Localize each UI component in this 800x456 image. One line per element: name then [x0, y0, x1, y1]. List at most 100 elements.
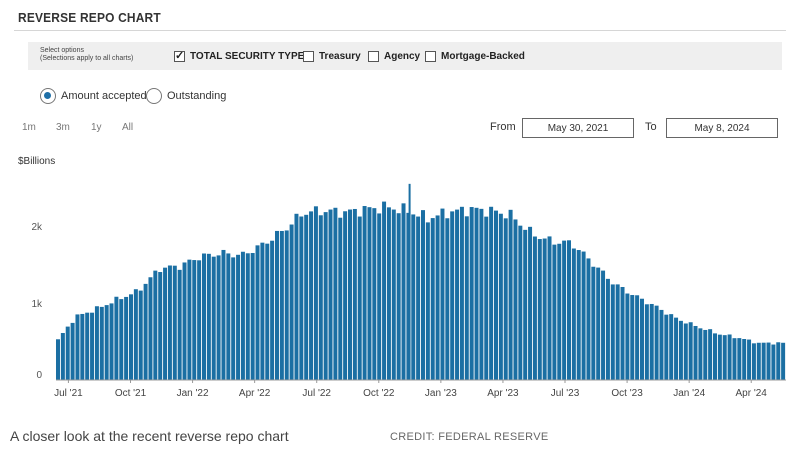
- bar: [644, 304, 649, 380]
- bar: [766, 342, 771, 380]
- bar: [756, 342, 761, 380]
- bar: [357, 216, 362, 380]
- bar: [221, 249, 226, 380]
- bar: [94, 306, 99, 380]
- checkbox-box[interactable]: [174, 49, 185, 62]
- bar: [211, 256, 216, 380]
- bar: [129, 294, 133, 380]
- bar: [771, 344, 776, 380]
- bar: [630, 295, 635, 380]
- from-label: From: [490, 121, 516, 133]
- checkbox-agency[interactable]: Agency: [368, 48, 420, 64]
- checkbox-treasury[interactable]: Treasury: [303, 48, 361, 64]
- bar: [674, 317, 679, 380]
- checkbox-box[interactable]: [425, 50, 436, 62]
- bar: [737, 338, 742, 380]
- checkbox-box[interactable]: [303, 50, 314, 62]
- bar: [717, 334, 722, 380]
- bar: [367, 207, 372, 380]
- bar: [109, 303, 114, 380]
- bar: [659, 309, 664, 380]
- bar: [678, 320, 683, 380]
- x-tick-label: Oct '23: [611, 388, 643, 399]
- bar: [513, 219, 518, 380]
- bar: [742, 339, 747, 380]
- bar: [683, 323, 688, 380]
- to-date-input[interactable]: May 8, 2024: [666, 118, 778, 138]
- bar: [318, 215, 323, 380]
- bar: [65, 326, 70, 380]
- bar: [416, 216, 421, 380]
- bar: [313, 206, 318, 380]
- bar: [732, 338, 737, 380]
- bar: [270, 240, 275, 380]
- bar: [56, 339, 60, 380]
- checkbox-mortgage-backed[interactable]: Mortgage-Backed: [425, 48, 525, 64]
- range-3m[interactable]: 3m: [56, 122, 70, 133]
- bar: [605, 278, 610, 380]
- bar: [557, 243, 562, 380]
- bar: [703, 329, 708, 380]
- bar: [552, 244, 557, 380]
- bar: [163, 267, 168, 380]
- chart-title: REVERSE REPO CHART: [18, 10, 161, 25]
- checkbox-box[interactable]: [368, 50, 379, 62]
- bar: [635, 295, 640, 380]
- y-axis-unit-label: $Billions: [18, 156, 56, 167]
- bar: [299, 216, 304, 380]
- bar: [182, 262, 187, 380]
- bar: [455, 209, 460, 380]
- radio-dot[interactable]: [40, 88, 56, 104]
- bar: [411, 214, 416, 380]
- bar: [386, 207, 391, 380]
- bar: [260, 242, 265, 380]
- x-tick-label: Jul '21: [54, 388, 83, 399]
- checkbox-total-security-types[interactable]: TOTAL SECURITY TYPES: [174, 48, 311, 64]
- range-1y[interactable]: 1y: [91, 122, 102, 133]
- bar: [542, 238, 547, 380]
- checkbox-label: Mortgage-Backed: [441, 50, 525, 62]
- bar: [255, 245, 260, 380]
- checkbox-label: Treasury: [319, 50, 361, 62]
- bar: [776, 342, 781, 380]
- from-date-input[interactable]: May 30, 2021: [522, 118, 634, 138]
- bar: [503, 218, 508, 380]
- bar: [114, 296, 119, 380]
- radio-outstanding[interactable]: Outstanding: [146, 88, 226, 104]
- options-label: Select options (Selections apply to all …: [40, 47, 133, 63]
- bar: [669, 314, 674, 380]
- bar: [289, 224, 294, 380]
- bar: [761, 342, 766, 380]
- x-tick-label: Jul '22: [302, 388, 331, 399]
- bar: [489, 206, 494, 380]
- bar: [338, 217, 343, 380]
- bar: [80, 313, 85, 380]
- bar: [484, 216, 489, 380]
- bar: [90, 312, 95, 380]
- bar: [469, 207, 474, 380]
- title-divider: [14, 30, 786, 31]
- radio-dot[interactable]: [146, 88, 162, 104]
- bar: [713, 333, 717, 380]
- range-all[interactable]: All: [122, 122, 134, 133]
- bar: [547, 236, 552, 380]
- bar: [284, 230, 289, 380]
- bar: [440, 208, 445, 380]
- bar: [85, 312, 90, 380]
- x-tick-label: Apr '22: [239, 388, 271, 399]
- bar: [640, 298, 644, 380]
- options-label-line1: Select options: [40, 47, 84, 54]
- radio-amount-accepted[interactable]: Amount accepted: [40, 88, 147, 104]
- bar: [328, 209, 333, 380]
- bar: [649, 303, 654, 380]
- bar: [435, 215, 440, 380]
- bar: [528, 226, 533, 380]
- bar: [343, 211, 348, 380]
- bar: [275, 230, 279, 380]
- bar: [532, 236, 537, 380]
- bar: [537, 239, 542, 380]
- radio-label: Amount accepted: [61, 90, 147, 102]
- bar: [581, 251, 586, 380]
- range-1m[interactable]: 1m: [22, 122, 36, 133]
- bar: [664, 314, 669, 380]
